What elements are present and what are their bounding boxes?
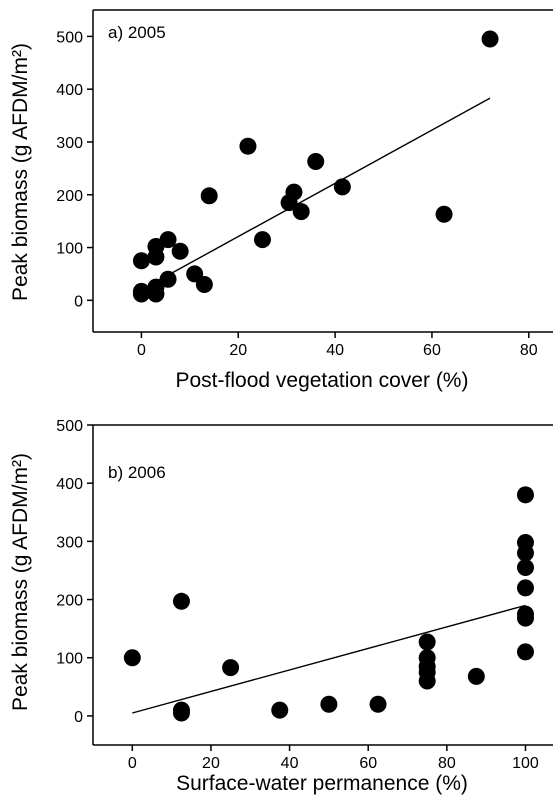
- panel-a-ylabel: Peak biomass (g AFDM/m²): [9, 43, 32, 301]
- panel-a-y-tick-label: 300: [56, 135, 83, 152]
- panel-b-regression-line: [132, 604, 526, 714]
- panel-a-regression-line: [141, 97, 491, 291]
- panel-b-x-tick-label: 20: [202, 755, 220, 772]
- panel-b-x-tick-label: 0: [128, 755, 137, 772]
- panel-a-y-tick-label: 100: [56, 241, 83, 258]
- panel-b-y-tick-label: 0: [74, 709, 83, 726]
- panel-b-x-tick-label: 40: [281, 755, 299, 772]
- panel-b-data-point: [516, 544, 534, 562]
- panel-a-data-point: [132, 252, 150, 270]
- panel-a-data-point: [147, 285, 165, 303]
- panel-b-2006: b) 2006 Surface-water permanence (%) Pea…: [9, 418, 553, 795]
- panel-a-x-tick-label: 40: [326, 342, 344, 359]
- panel-b-data-point: [516, 609, 534, 627]
- panel-b-x-tick-label: 100: [512, 755, 539, 772]
- panel-b-y-tick-label: 100: [56, 651, 83, 668]
- panel-a-2005: a) 2005 Post-flood vegetation cover (%) …: [9, 9, 553, 392]
- panel-b-data-point: [172, 592, 190, 610]
- panel-b-y-tick-label: 200: [56, 593, 83, 610]
- panel-a-y-tick-label: 400: [56, 82, 83, 99]
- panel-a-y-tick-label: 200: [56, 188, 83, 205]
- panel-b-data-point: [516, 559, 534, 577]
- panel-a-data-point: [307, 152, 325, 170]
- panel-a-title: a) 2005: [108, 23, 166, 42]
- panel-b-data-point: [369, 695, 387, 713]
- panel-b-xlabel: Surface-water permanence (%): [176, 772, 468, 795]
- panel-b-data-point: [418, 633, 436, 651]
- panel-a-x-tick-label: 20: [229, 342, 247, 359]
- panel-b-y-tick-label: 300: [56, 534, 83, 551]
- panel-b-data-point: [516, 486, 534, 504]
- panel-a-data-point: [195, 275, 213, 293]
- panel-a-data-point: [239, 137, 257, 155]
- panel-a-xlabel: Post-flood vegetation cover (%): [176, 369, 469, 392]
- panel-b-title: b) 2006: [108, 463, 166, 482]
- panel-b-data-point: [516, 579, 534, 597]
- panel-a-data-point: [147, 248, 165, 266]
- panel-b-x-tick-label: 80: [438, 755, 456, 772]
- panel-b-y-tick-label: 500: [56, 418, 83, 435]
- panel-b-data-point: [418, 672, 436, 690]
- panel-a-x-tick-label: 0: [137, 342, 146, 359]
- panel-b-data-point: [172, 704, 190, 722]
- panel-a-y-tick-label: 500: [56, 29, 83, 46]
- panel-a-y-tick-label: 0: [74, 293, 83, 310]
- panel-a-data-point: [333, 178, 351, 196]
- panel-a-data-point: [292, 203, 310, 221]
- panel-b-data-point: [271, 701, 289, 719]
- panel-b-data-point: [222, 659, 240, 677]
- panel-b-ylabel: Peak biomass (g AFDM/m²): [9, 453, 32, 711]
- panel-a-data-point: [132, 285, 150, 303]
- panel-a-x-tick-label: 80: [520, 342, 538, 359]
- panel-b-data-point: [516, 643, 534, 661]
- panel-b-data-point: [467, 667, 485, 685]
- panel-b-data-point: [123, 649, 141, 667]
- panel-b-x-tick-label: 60: [359, 755, 377, 772]
- panel-b-y-tick-label: 400: [56, 476, 83, 493]
- panel-b-data-point: [320, 695, 338, 713]
- panel-a-data-point: [200, 187, 218, 205]
- panel-a-data-point: [285, 183, 303, 201]
- panel-a-data-point: [435, 205, 453, 223]
- panel-a-data-point: [159, 270, 177, 288]
- panel-a-data-point: [159, 231, 177, 249]
- panel-a-data-point: [171, 242, 189, 260]
- panel-a-x-tick-label: 60: [423, 342, 441, 359]
- panel-a-data-point: [253, 231, 271, 249]
- panel-a-data-point: [481, 30, 499, 48]
